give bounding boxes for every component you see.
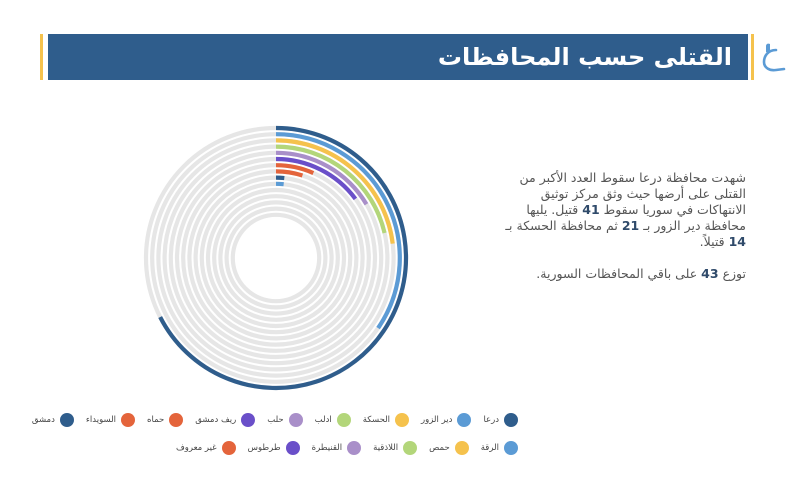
header-right-accent — [751, 34, 754, 80]
ring-track — [181, 163, 371, 353]
legend-item: دير الزور — [421, 413, 472, 427]
ring-bar-7 — [275, 163, 315, 175]
legend-label: ادلب — [314, 415, 332, 425]
description-text-part: ثم محافظة الحسكة بـ — [505, 218, 618, 233]
legend-label: غير معروف — [175, 443, 217, 453]
header-bar: القتلى حسب المحافظات — [48, 34, 748, 80]
legend-swatch — [59, 413, 74, 427]
description-text: شهدت محافظة درعا سقوط العدد الأكبر من ال… — [488, 170, 746, 298]
legend-swatch — [241, 413, 256, 427]
legend-label: القنيطرة — [311, 443, 343, 453]
legend-item: طرطوس — [248, 441, 300, 455]
legend-swatch — [121, 413, 136, 427]
chart-legend-row-2: الرقة حمص اللاذقية القنيطرة طرطوس غير معروف — [28, 437, 518, 459]
legend-swatch — [285, 441, 300, 455]
description-text-part: توزع — [722, 266, 746, 281]
ring-bar-4 — [275, 144, 387, 234]
legend-item: ادلب — [315, 413, 351, 427]
ring-track — [218, 200, 334, 316]
description-text-part: قتيل. يليها محافظة دير الزور بـ — [526, 202, 746, 233]
legend-swatch — [457, 413, 472, 427]
legend-item: السويداء — [85, 413, 136, 427]
legend-label: الحسكة — [362, 415, 391, 425]
ring-track — [199, 181, 353, 335]
description-text-part: على باقي المحافظات السورية. — [536, 266, 698, 281]
legend-item: دمشق — [32, 413, 74, 427]
legend-swatch — [395, 413, 410, 427]
brand-logo-icon — [762, 43, 786, 72]
legend-swatch — [403, 441, 418, 455]
ring-bar-5 — [275, 150, 369, 206]
legend-label: حمص — [429, 443, 450, 453]
page-title: القتلى حسب المحافظات — [437, 43, 732, 71]
ring-bar-2 — [275, 132, 402, 330]
legend-label: حلب — [267, 415, 284, 425]
legend-label: اللاذقية — [373, 443, 399, 453]
legend-swatch — [504, 441, 518, 455]
legend-label: دمشق — [31, 415, 55, 425]
ring-track — [230, 212, 322, 304]
legend-label: السويداء — [85, 415, 117, 425]
legend-label: طرطوس — [247, 443, 281, 453]
legend-swatch — [504, 413, 518, 427]
stat-remaining: 43 — [701, 266, 719, 281]
ring-track — [212, 194, 340, 322]
description-text-part: قتيلاً. — [699, 234, 725, 249]
header-left-accent — [40, 34, 43, 80]
legend-swatch — [336, 413, 351, 427]
legend-swatch — [347, 441, 362, 455]
stat-deir-ezzor: 21 — [621, 218, 640, 233]
legend-label: درعا — [483, 415, 499, 425]
legend-swatch — [454, 441, 469, 455]
legend-swatch — [169, 413, 184, 427]
legend-label: الرقة — [480, 443, 499, 453]
description-paragraph-2: توزع 43 على باقي المحافظات السورية. — [488, 266, 746, 282]
legend-item: درعا — [483, 413, 518, 427]
ring-bar-6 — [275, 156, 358, 201]
chart-legend-row-1: درعا دير الزور الحسكة ادلب حلب ريف دمشق حماه ال… — [28, 409, 518, 431]
ring-track — [224, 206, 328, 310]
legend-item: حلب — [267, 413, 303, 427]
legend-item: غير معروف — [176, 441, 236, 455]
ring-track — [205, 187, 347, 329]
legend-item: الرقة — [481, 441, 518, 455]
legend-label: دير الزور — [421, 415, 453, 425]
legend-item: حماه — [147, 413, 184, 427]
stat-hasakah: 14 — [728, 234, 746, 249]
legend-item: الحسكة — [362, 413, 410, 427]
ring-bar-8 — [275, 169, 304, 178]
stat-daraa: 41 — [582, 202, 600, 217]
ring-bar-1 — [158, 125, 409, 391]
legend-item: اللاذقية — [373, 441, 418, 455]
legend-swatch — [221, 441, 236, 455]
legend-item: حمص — [429, 441, 469, 455]
description-paragraph-1: شهدت محافظة درعا سقوط العدد الأكبر من ال… — [488, 170, 746, 250]
legend-swatch — [288, 413, 303, 427]
legend-item: القنيطرة — [312, 441, 362, 455]
legend-label: حماه — [147, 415, 165, 425]
description-text-part: شهدت محافظة درعا سقوط العدد الأكبر من ال… — [519, 170, 746, 217]
ring-bar-3 — [275, 138, 395, 244]
legend-item: ريف دمشق — [195, 413, 256, 427]
legend-label: ريف دمشق — [195, 415, 237, 425]
